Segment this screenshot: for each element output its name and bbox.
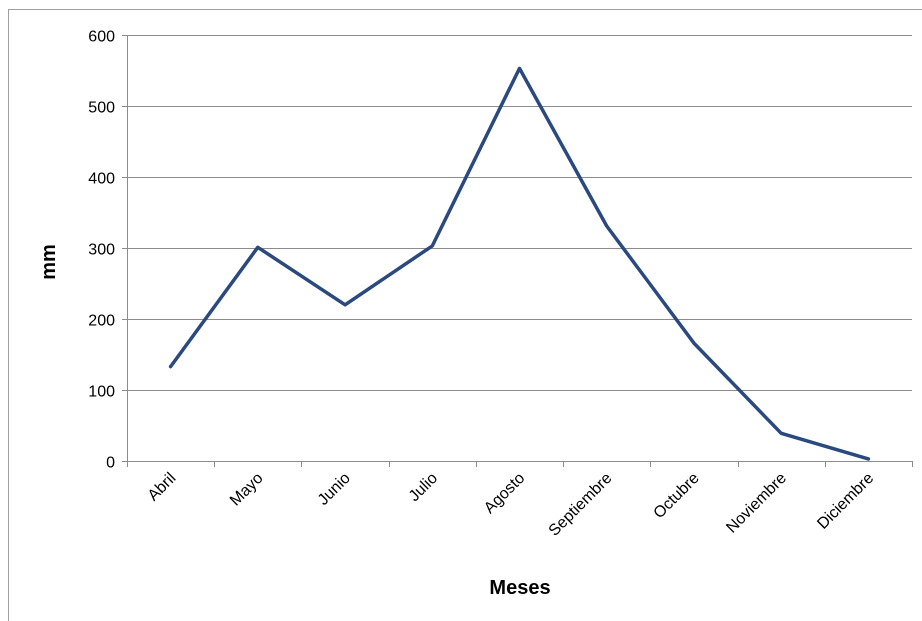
y-tick-label: 400 [88, 171, 115, 188]
x-tick-label: Mayo [227, 470, 267, 510]
y-tick-label: 100 [88, 384, 115, 401]
x-tick-label: Noviembre [723, 470, 790, 537]
x-tick-label: Agosto [481, 470, 528, 517]
series-line-0 [168, 66, 871, 461]
x-tick-labels: Abril Mayo Junio Julio Agosto Septiembre Octub… [145, 470, 878, 540]
x-axis-title: Meses [489, 577, 550, 599]
x-tick-label: Octubre [651, 470, 703, 522]
x-tick-label: Diciembre [814, 470, 877, 533]
gridlines [127, 35, 912, 391]
y-tick-label: 0 [106, 455, 115, 472]
x-tick-label: Junio [315, 470, 354, 509]
axes [122, 35, 913, 467]
y-axis-title: mm [38, 244, 60, 280]
y-tick-label: 200 [88, 313, 115, 330]
y-tick-label: 600 [88, 29, 115, 46]
x-tick-label: Julio [406, 470, 441, 505]
x-tick-label: Septiembre [546, 470, 616, 540]
y-tick-labels: 0 100 200 300 400 500 600 [88, 29, 115, 472]
chart-frame [8, 9, 922, 621]
x-tick-label: Abril [145, 470, 180, 505]
y-tick-label: 300 [88, 242, 115, 259]
series-lines [168, 66, 871, 461]
y-tick-label: 500 [88, 100, 115, 117]
